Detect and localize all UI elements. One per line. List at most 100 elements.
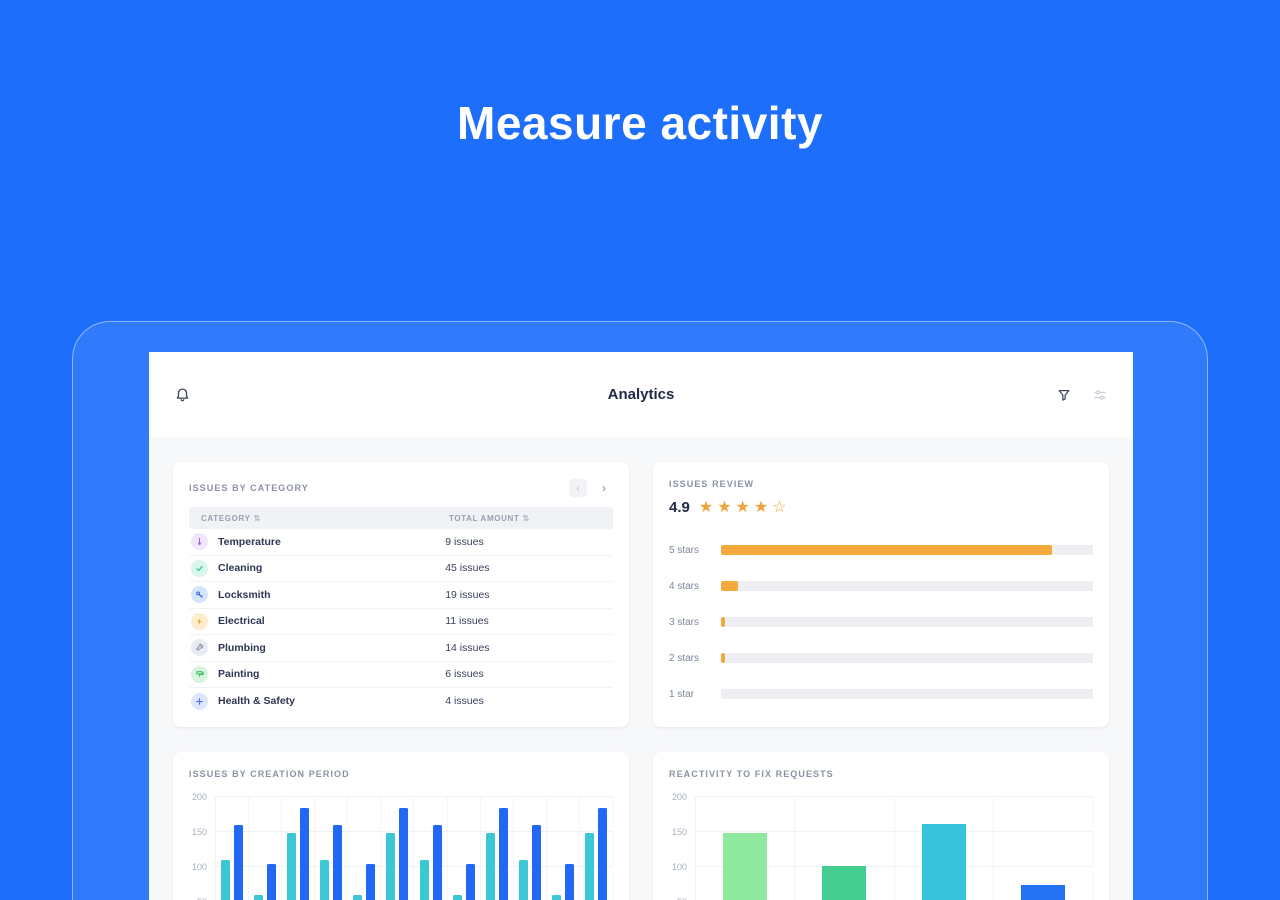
- table-row[interactable]: Temperature 9 issues: [189, 529, 613, 556]
- prev-page-button[interactable]: ‹: [569, 479, 587, 497]
- paint-icon: [191, 665, 208, 683]
- bar: [419, 860, 429, 900]
- y-tick-label: 50: [197, 897, 207, 900]
- rating-bar-track: [721, 581, 1093, 591]
- bar-group: [348, 797, 382, 900]
- bar: [386, 833, 396, 900]
- table-row[interactable]: Electrical 11 issues: [189, 609, 613, 635]
- bar: [518, 860, 528, 900]
- screen-title: Analytics: [607, 386, 675, 403]
- star-empty-icon: ☆: [772, 498, 791, 516]
- category-table-body: Temperature 9 issues Cleaning 45 issues Lock…: [189, 529, 613, 715]
- card-title-reactivity: Reactivity to fix requests: [669, 769, 834, 779]
- bar-group: [895, 797, 994, 900]
- category-label: Painting: [218, 668, 260, 681]
- bar-group: [580, 797, 613, 900]
- shield-icon: [191, 692, 208, 710]
- bar: [485, 833, 495, 900]
- table-row[interactable]: Plumbing 14 issues: [189, 635, 613, 662]
- rating-row-label: 5 stars: [669, 544, 700, 556]
- rating-row: 5 stars: [669, 532, 1093, 568]
- bar-group: [514, 797, 547, 900]
- rating-bar-fill: [721, 653, 726, 663]
- category-value: 6 issues: [445, 668, 484, 681]
- rating-row: 4 stars: [669, 568, 1093, 604]
- y-tick-label: 50: [677, 897, 687, 900]
- bar: [267, 863, 277, 900]
- table-row[interactable]: Painting 6 issues: [189, 662, 613, 688]
- star-filled-icon: ★: [753, 498, 773, 516]
- bar: [597, 807, 607, 900]
- star-filled-icon: ★: [735, 498, 754, 516]
- overall-rating: 4.9 ★★★★☆: [669, 499, 1093, 516]
- check-icon: [191, 559, 208, 577]
- bar-group: [448, 797, 481, 900]
- tablet-frame: Analytics Issues by category: [72, 321, 1208, 900]
- filter-icon[interactable]: [1053, 384, 1075, 406]
- plot-area: [215, 796, 613, 900]
- category-value: 19 issues: [445, 588, 490, 601]
- bar: [551, 895, 561, 900]
- category-label: Temperature: [218, 535, 281, 548]
- table-row[interactable]: Health & Safety 4 issues: [189, 688, 613, 715]
- bar-group: [282, 797, 316, 900]
- card-title-issues-by-category: Issues by category: [189, 483, 309, 493]
- bar-group: [795, 797, 895, 900]
- bar-group: [696, 797, 796, 900]
- gridline: [216, 831, 613, 832]
- bar: [921, 823, 966, 900]
- y-tick-label: 150: [671, 827, 687, 837]
- bar: [531, 825, 541, 900]
- bar-group: [547, 797, 580, 900]
- rating-row: 2 stars: [669, 640, 1093, 676]
- column-header-total-amount[interactable]: Total amount ⇅: [449, 514, 601, 523]
- y-tick-label: 200: [191, 792, 207, 802]
- bar: [221, 860, 231, 900]
- rating-bar-track: [721, 545, 1093, 555]
- card-issues-by-creation-period: Issues by creation period 050100150200 J…: [173, 752, 629, 900]
- y-axis: 050100150200: [189, 792, 215, 900]
- table-row[interactable]: Locksmith 19 issues: [189, 582, 613, 609]
- bar: [234, 825, 244, 900]
- rating-bar-track: [721, 617, 1093, 627]
- rating-score: 4.9: [669, 499, 690, 516]
- y-tick-label: 100: [191, 862, 207, 872]
- column-label: Category: [201, 513, 251, 523]
- card-title-issues-review: Issues review: [669, 479, 755, 489]
- rating-bar-fill: [721, 545, 1053, 555]
- bar: [432, 825, 442, 900]
- y-tick-label: 200: [671, 792, 687, 802]
- sort-icon: ⇅: [253, 513, 261, 523]
- sort-icon: ⇅: [522, 513, 530, 523]
- bar-group: [994, 797, 1093, 900]
- rating-bar-track: [721, 689, 1093, 699]
- gridline: [216, 866, 613, 867]
- wrench-icon: [191, 639, 208, 657]
- gridline: [216, 796, 613, 797]
- table-header: Category ⇅ Total amount ⇅: [189, 507, 613, 529]
- category-value: 9 issues: [445, 535, 484, 548]
- bar: [723, 833, 768, 900]
- rating-bar-fill: [721, 581, 738, 591]
- column-header-category[interactable]: Category ⇅: [201, 514, 449, 523]
- sliders-icon[interactable]: [1089, 384, 1111, 406]
- card-issues-by-category: Issues by category ‹ › Category ⇅ Total a…: [173, 462, 629, 727]
- rating-breakdown: 5 stars 4 stars 3 stars 2 stars 1 star: [669, 532, 1093, 712]
- category-value: 4 issues: [445, 695, 484, 708]
- bar: [584, 833, 594, 900]
- category-label: Cleaning: [218, 562, 263, 575]
- bell-icon[interactable]: [171, 384, 193, 406]
- bar: [564, 863, 574, 900]
- bar-group: [249, 797, 283, 900]
- next-page-button[interactable]: ›: [602, 481, 606, 495]
- bar-group: [414, 797, 448, 900]
- bar: [465, 863, 475, 900]
- table-row[interactable]: Cleaning 45 issues: [189, 556, 613, 582]
- key-icon: [191, 586, 208, 604]
- bar-chart-reactivity: 050100150200: [669, 792, 1093, 900]
- card-title-creation-period: Issues by creation period: [189, 769, 350, 779]
- bar: [287, 833, 297, 900]
- gridline: [696, 866, 1093, 867]
- bar: [452, 895, 462, 900]
- bar: [366, 863, 376, 900]
